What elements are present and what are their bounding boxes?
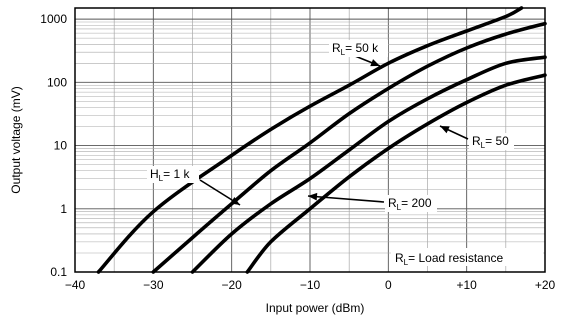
label-rl-200-bg [385, 195, 437, 212]
label-rl-1k: HL= 1 k [150, 167, 190, 183]
curve-rl-50 [245, 73, 547, 274]
x-tick-label: −30 [143, 278, 164, 292]
curve-rl-1k [151, 21, 547, 274]
y-tick-label: 1000 [40, 12, 67, 26]
x-axis-title: Input power (dBm) [266, 301, 365, 315]
label-rl-1k-arrowhead [230, 197, 240, 205]
curves [96, 6, 547, 274]
x-tick-label: +20 [535, 278, 556, 292]
curve-labels: RL= 50 k HL= 1 k RL= 200 RL= 50 RL= Load res… [147, 40, 543, 267]
curve-rl-200 [190, 55, 547, 274]
label-rl-50-arrowhead [440, 126, 450, 134]
y-tick-label: 10 [54, 139, 68, 153]
load-resistance-note-bg [391, 248, 543, 266]
x-tick-label: +10 [456, 278, 477, 292]
x-tick-label: 0 [385, 278, 392, 292]
x-tick-labels: −40 −30 −20 −10 0 +10 +20 [65, 278, 556, 292]
label-rl-50k-bg [329, 40, 388, 57]
label-rl-200: RL= 200 [388, 196, 432, 212]
label-rl-50-bg [469, 133, 514, 150]
x-tick-label: −40 [65, 278, 86, 292]
y-tick-labels: 0.1 1 10 100 1000 [40, 12, 67, 279]
plot-frame [74, 7, 546, 273]
x-tick-label: −10 [300, 278, 321, 292]
label-rl-1k-bg [147, 166, 199, 183]
label-rl-200-arrow [307, 195, 385, 203]
load-resistance-note: RL= Load resistance [395, 251, 504, 267]
label-rl-50k-arrowhead [370, 59, 380, 67]
label-rl-50: RL= 50 [472, 134, 509, 150]
y-tick-label: 100 [47, 75, 67, 89]
y-tick-label: 0.1 [50, 265, 67, 279]
y-axis-title: Output voltage (mV) [9, 86, 23, 193]
label-rl-50k: RL= 50 k [332, 41, 379, 57]
y-tick-label: 1 [60, 202, 67, 216]
label-rl-200-arrowhead [308, 192, 318, 201]
x-tick-label: −20 [221, 278, 242, 292]
curve-rl-50k [96, 6, 524, 274]
